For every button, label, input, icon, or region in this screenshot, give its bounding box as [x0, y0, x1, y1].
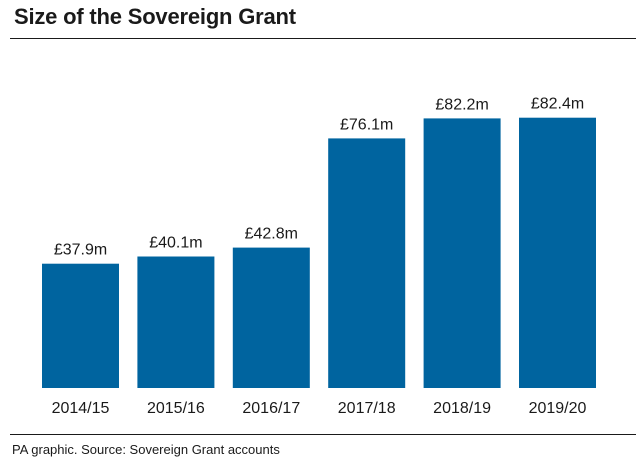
bar-chart: £37.9m 2014/15 £40.1m 2015/16 £42.8m 2016/17 £…	[42, 96, 596, 417]
x-tick-label: 2016/17	[242, 400, 300, 417]
bar-2019-20	[519, 117, 596, 388]
data-label: £40.1m	[149, 235, 202, 252]
data-label: £37.9m	[54, 242, 107, 259]
bar-2015-16	[137, 256, 215, 388]
bar-2017-18	[328, 138, 406, 388]
source-note: PA graphic. Source: Sovereign Grant acco…	[12, 442, 280, 457]
x-tick-label: 2015/16	[147, 400, 205, 417]
x-tick-label: 2017/18	[338, 400, 396, 417]
x-tick-label: 2014/15	[52, 400, 110, 417]
bar-2014-15	[42, 263, 119, 388]
data-label: £82.4m	[531, 96, 584, 113]
title-divider	[10, 38, 636, 39]
chart-title: Size of the Sovereign Grant	[14, 4, 296, 29]
data-label: £82.2m	[435, 96, 488, 113]
bar-2018-19	[423, 118, 501, 389]
x-tick-label: 2019/20	[529, 400, 587, 417]
footer-divider	[10, 434, 636, 435]
bar-2016-17	[232, 247, 310, 388]
data-label: £76.1m	[340, 116, 393, 133]
x-tick-label: 2018/19	[433, 400, 491, 417]
data-label: £42.8m	[245, 226, 298, 243]
